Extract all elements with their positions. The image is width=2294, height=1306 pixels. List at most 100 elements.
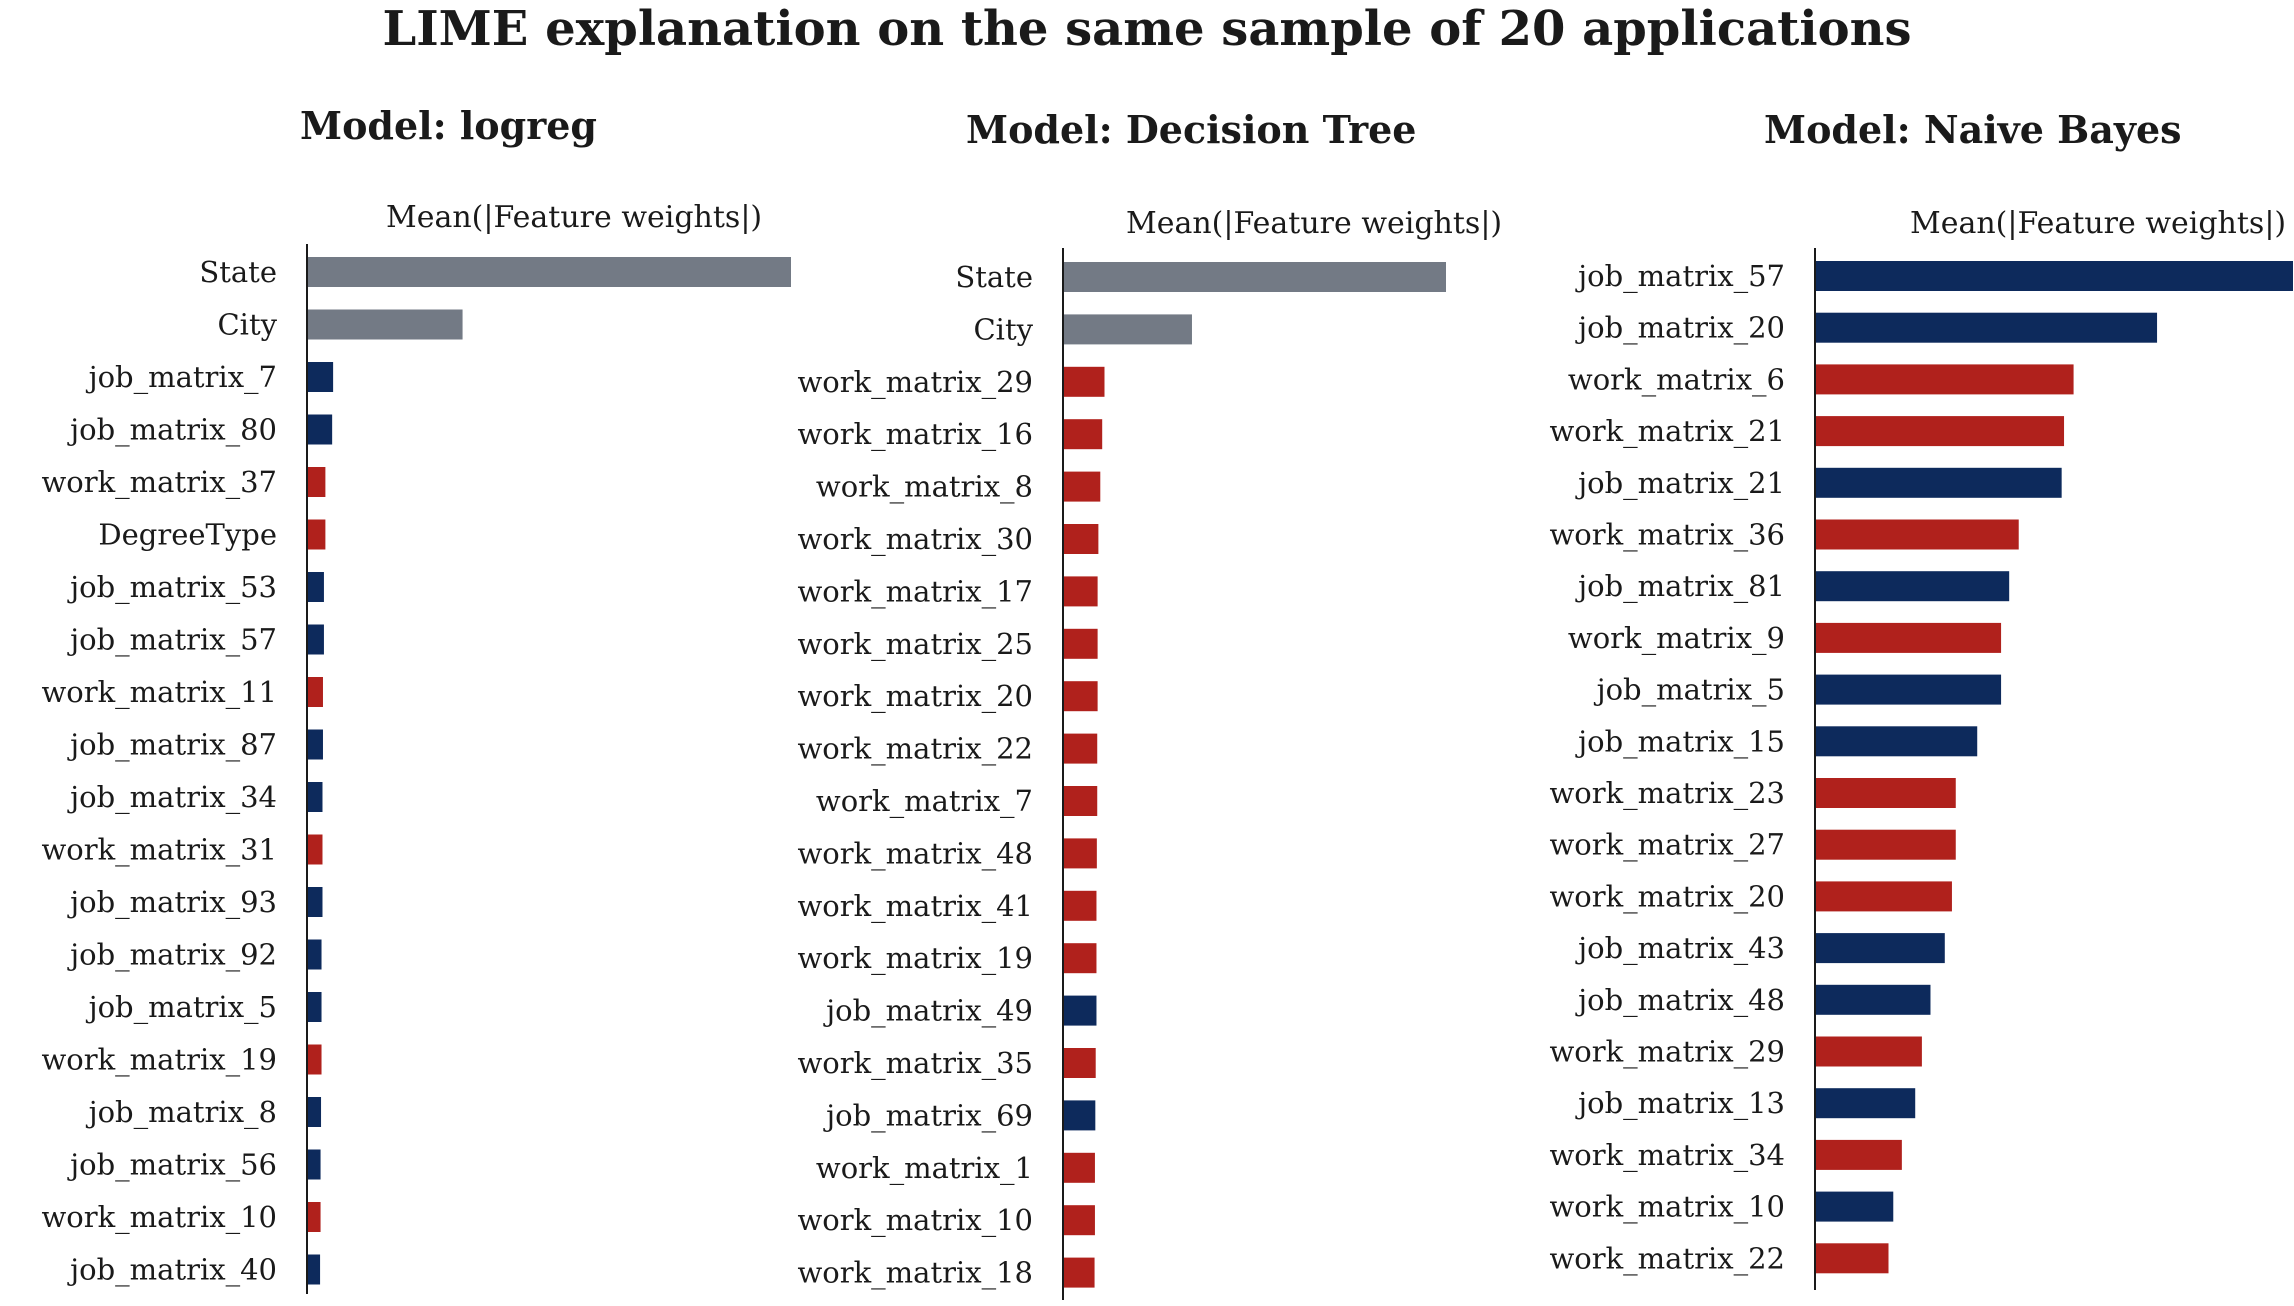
tick-label-decision-tree-16: job_matrix_69 — [823, 1098, 1033, 1133]
bar-logreg-7 — [308, 624, 324, 655]
bar-chart-logreg: State City job_matrix_7 job_matrix_80 work_m… — [41, 244, 791, 1294]
panel-naive-bayes: Model: Naive Bayes Mean(|Feature weights… — [1520, 0, 2294, 1306]
bar-naive-bayes-9 — [1816, 726, 1978, 757]
bar-logreg-0 — [308, 257, 791, 287]
tick-label-logreg-8: work_matrix_11 — [41, 675, 277, 710]
tick-label-naive-bayes-11: work_matrix_27 — [1549, 828, 1785, 863]
bar-decision-tree-8 — [1064, 681, 1098, 712]
tick-label-decision-tree-17: work_matrix_1 — [816, 1151, 1033, 1186]
bar-logreg-9 — [308, 729, 323, 760]
tick-label-decision-tree-3: work_matrix_16 — [797, 417, 1033, 452]
bar-decision-tree-1 — [1064, 314, 1192, 345]
panel-decision-tree: Model: Decision Tree Mean(|Feature weigh… — [760, 0, 1520, 1306]
tick-label-naive-bayes-10: work_matrix_23 — [1549, 776, 1785, 811]
bar-decision-tree-13 — [1064, 943, 1097, 974]
tick-label-logreg-12: job_matrix_93 — [67, 885, 277, 920]
tick-label-decision-tree-5: work_matrix_30 — [797, 522, 1033, 557]
tick-label-naive-bayes-1: job_matrix_20 — [1575, 311, 1785, 346]
bar-decision-tree-10 — [1064, 786, 1098, 816]
tick-label-naive-bayes-8: job_matrix_5 — [1594, 673, 1785, 708]
tick-label-decision-tree-10: work_matrix_7 — [816, 784, 1033, 819]
bar-decision-tree-0 — [1064, 262, 1446, 292]
tick-label-logreg-0: State — [199, 255, 277, 289]
bar-naive-bayes-2 — [1816, 364, 2074, 395]
tick-label-decision-tree-9: work_matrix_22 — [797, 732, 1033, 767]
bar-logreg-4 — [308, 467, 326, 497]
tick-label-logreg-18: work_matrix_10 — [41, 1200, 277, 1235]
bar-logreg-5 — [308, 519, 326, 550]
tick-label-naive-bayes-13: job_matrix_43 — [1575, 931, 1785, 966]
bar-naive-bayes-10 — [1816, 778, 1956, 808]
bar-logreg-19 — [308, 1254, 321, 1285]
tick-label-logreg-14: job_matrix_5 — [86, 990, 277, 1025]
tick-label-decision-tree-7: work_matrix_25 — [797, 627, 1033, 662]
tick-label-naive-bayes-5: work_matrix_36 — [1549, 518, 1785, 553]
bar-naive-bayes-16 — [1816, 1088, 1916, 1119]
bar-naive-bayes-1 — [1816, 312, 2158, 343]
bar-naive-bayes-17 — [1816, 1139, 1902, 1170]
tick-label-logreg-11: work_matrix_31 — [41, 833, 277, 868]
bar-decision-tree-2 — [1064, 366, 1105, 397]
panel-logreg: Model: logreg Mean(|Feature weights|) St… — [0, 0, 791, 1306]
bar-logreg-15 — [308, 1044, 322, 1075]
bar-decision-tree-17 — [1064, 1152, 1095, 1183]
tick-label-logreg-4: work_matrix_37 — [41, 465, 277, 500]
x-axis-label-logreg: Mean(|Feature weights|) — [386, 200, 763, 235]
bar-decision-tree-9 — [1064, 733, 1098, 764]
bar-decision-tree-18 — [1064, 1205, 1095, 1236]
bar-decision-tree-19 — [1064, 1257, 1095, 1288]
bar-logreg-11 — [308, 834, 323, 865]
bar-naive-bayes-12 — [1816, 881, 1952, 912]
tick-label-decision-tree-2: work_matrix_29 — [797, 365, 1033, 400]
tick-label-naive-bayes-6: job_matrix_81 — [1575, 569, 1785, 604]
tick-label-logreg-1: City — [217, 308, 277, 342]
bar-naive-bayes-3 — [1816, 416, 2065, 447]
bar-logreg-12 — [308, 887, 323, 917]
bar-logreg-3 — [308, 414, 333, 445]
tick-label-logreg-16: job_matrix_8 — [86, 1095, 277, 1130]
tick-label-decision-tree-6: work_matrix_17 — [797, 574, 1033, 609]
tick-label-decision-tree-4: work_matrix_8 — [816, 470, 1033, 505]
tick-label-naive-bayes-15: work_matrix_29 — [1549, 1035, 1785, 1070]
tick-label-logreg-2: job_matrix_7 — [86, 360, 277, 395]
tick-label-naive-bayes-9: job_matrix_15 — [1575, 724, 1785, 759]
tick-label-naive-bayes-2: work_matrix_6 — [1568, 362, 1785, 397]
bar-logreg-10 — [308, 782, 323, 812]
bar-logreg-1 — [308, 309, 463, 340]
tick-label-decision-tree-18: work_matrix_10 — [797, 1203, 1033, 1238]
x-axis-label-decision-tree: Mean(|Feature weights|) — [1126, 206, 1503, 241]
bar-logreg-14 — [308, 992, 322, 1022]
panel-title-decision-tree: Model: Decision Tree — [966, 107, 1417, 152]
tick-label-decision-tree-12: work_matrix_41 — [797, 889, 1033, 924]
bar-decision-tree-7 — [1064, 628, 1098, 659]
tick-label-naive-bayes-3: work_matrix_21 — [1549, 414, 1785, 449]
tick-label-logreg-19: job_matrix_40 — [67, 1253, 277, 1288]
tick-label-logreg-13: job_matrix_92 — [67, 938, 277, 973]
bar-decision-tree-16 — [1064, 1100, 1096, 1131]
tick-label-decision-tree-11: work_matrix_48 — [797, 836, 1033, 871]
bar-naive-bayes-15 — [1816, 1036, 1922, 1067]
bar-logreg-16 — [308, 1097, 322, 1127]
bar-decision-tree-6 — [1064, 576, 1098, 607]
tick-label-logreg-3: job_matrix_80 — [67, 413, 277, 448]
tick-label-naive-bayes-7: work_matrix_9 — [1568, 621, 1785, 656]
bar-decision-tree-14 — [1064, 995, 1097, 1026]
bar-decision-tree-12 — [1064, 890, 1097, 921]
figure-title: LIME explanation on the same sample of 2… — [382, 1, 1912, 57]
bar-chart-decision-tree: State City work_matrix_29 work_matrix_16wor… — [797, 248, 1446, 1300]
bar-decision-tree-5 — [1064, 524, 1099, 554]
bar-logreg-2 — [308, 362, 334, 392]
tick-label-decision-tree-1: City — [973, 312, 1033, 346]
tick-label-logreg-6: job_matrix_53 — [67, 570, 277, 605]
bar-naive-bayes-11 — [1816, 829, 1956, 860]
bar-naive-bayes-4 — [1816, 467, 2062, 498]
bar-decision-tree-15 — [1064, 1048, 1096, 1078]
bar-decision-tree-11 — [1064, 838, 1097, 869]
tick-label-decision-tree-14: job_matrix_49 — [823, 994, 1033, 1029]
bar-logreg-18 — [308, 1202, 321, 1232]
bar-logreg-8 — [308, 677, 323, 707]
bar-naive-bayes-5 — [1816, 519, 2019, 550]
bar-naive-bayes-7 — [1816, 622, 2002, 653]
tick-label-logreg-5: DegreeType — [98, 518, 277, 552]
panel-title-logreg: Model: logreg — [300, 103, 597, 148]
